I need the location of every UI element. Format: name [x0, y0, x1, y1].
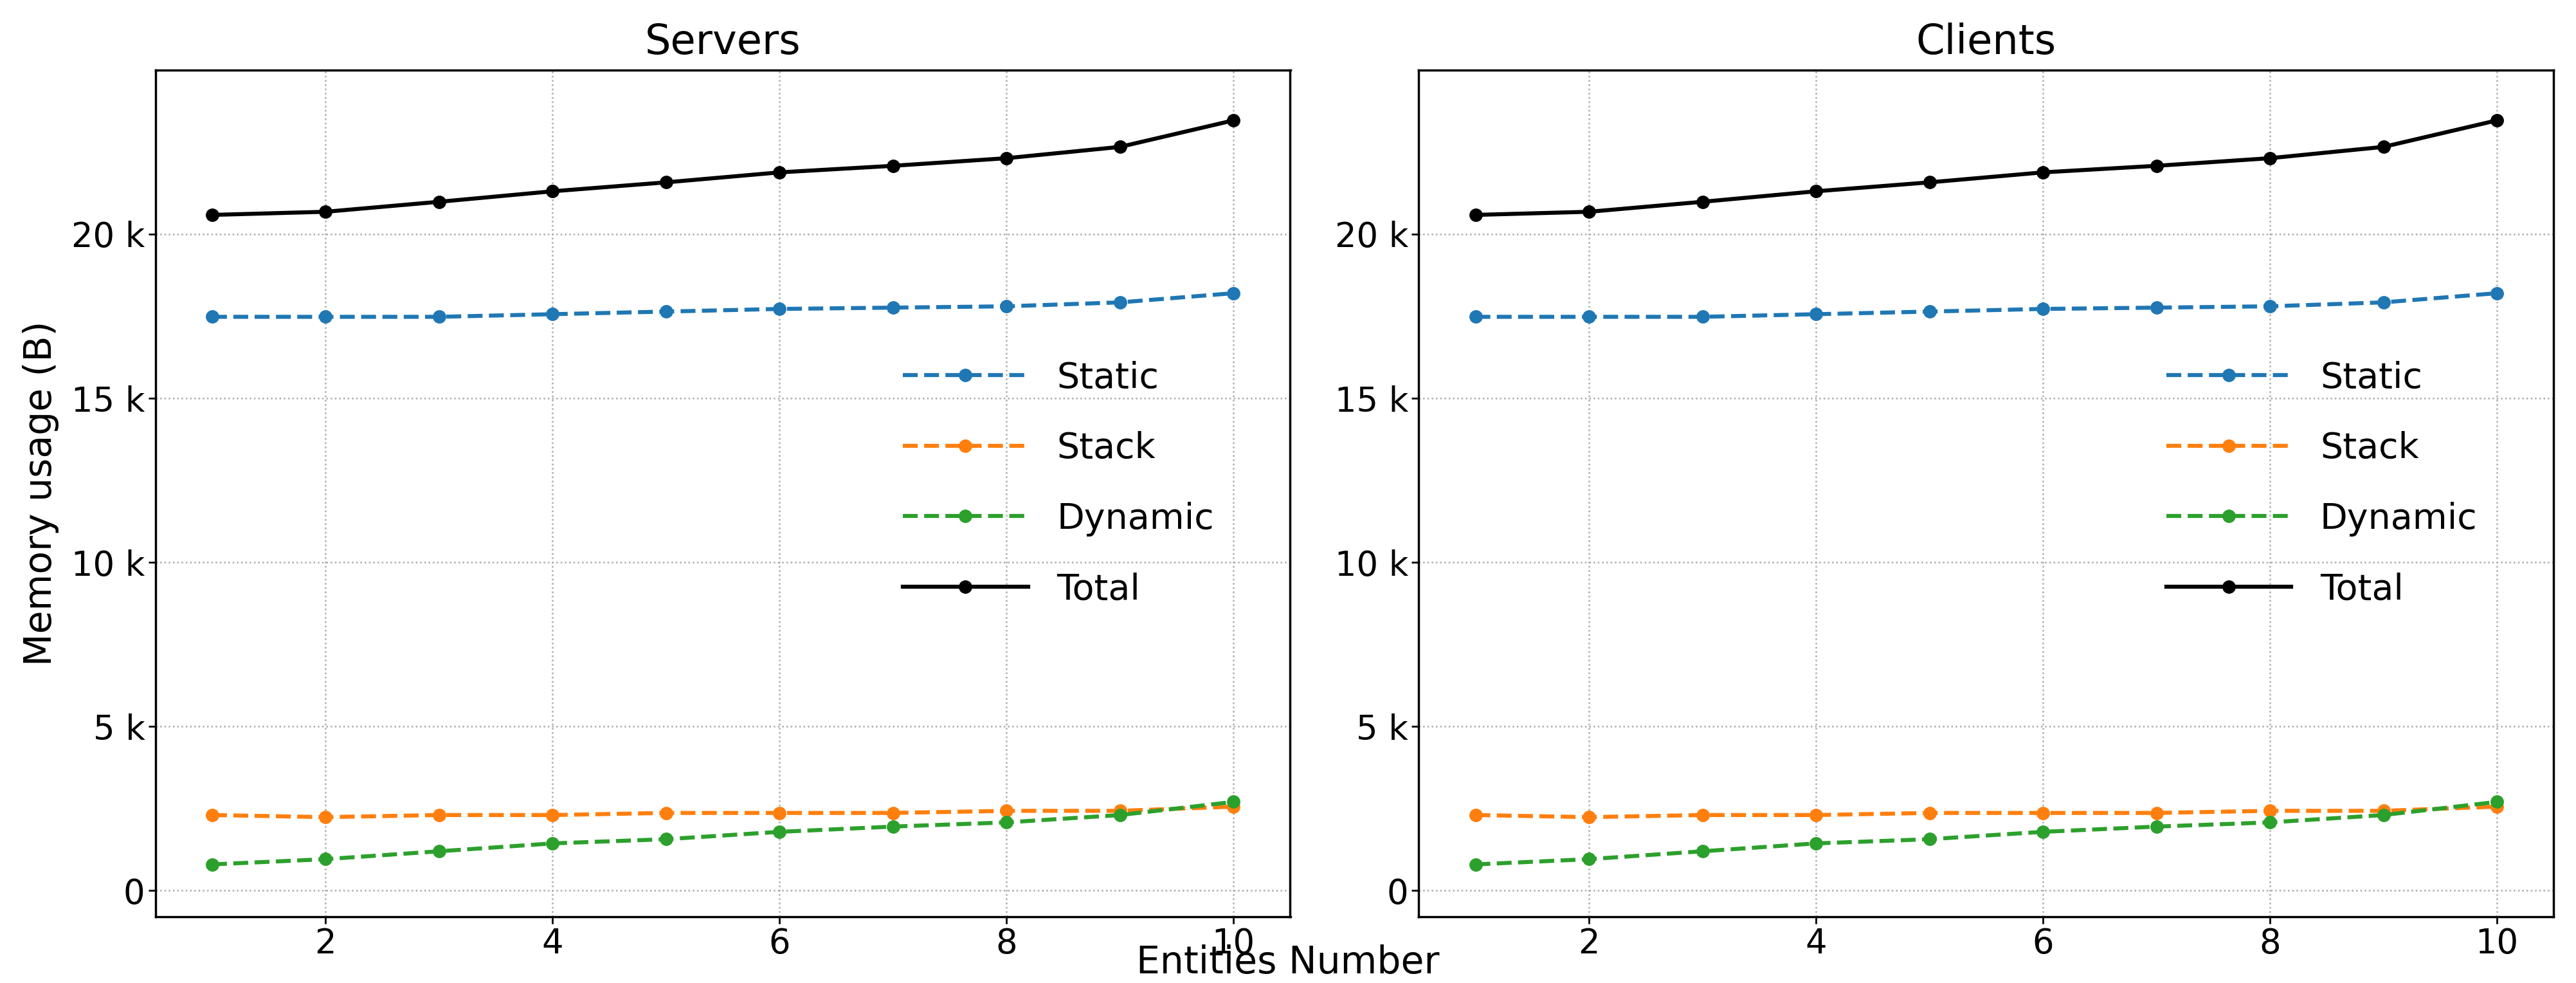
Dynamic: [2254, 817, 2285, 829]
Dynamic: [309, 853, 340, 865]
Dynamic: [422, 845, 453, 857]
Total: [1801, 186, 1832, 198]
Line: Dynamic: Dynamic: [1468, 795, 2504, 871]
Total: [2481, 114, 2512, 126]
Dynamic: [652, 834, 683, 845]
Dynamic: [1687, 845, 1718, 857]
Total: [878, 160, 909, 172]
Dynamic: [1574, 853, 1605, 865]
Stack: [878, 807, 909, 819]
Stack: [2481, 801, 2512, 813]
Stack: [1574, 811, 1605, 823]
Legend: Static, Stack, Dynamic, Total: Static, Stack, Dynamic, Total: [2130, 325, 2514, 643]
Stack: [1801, 809, 1832, 821]
Total: [765, 166, 796, 178]
Stack: [2367, 805, 2398, 817]
Total: [652, 177, 683, 189]
Dynamic: [2141, 821, 2172, 833]
Static: [2254, 301, 2285, 313]
Static: [309, 311, 340, 322]
Line: Total: Total: [1468, 114, 2504, 221]
Dynamic: [2027, 826, 2058, 838]
Dynamic: [878, 821, 909, 833]
Static: [1461, 311, 1492, 322]
Stack: [2027, 807, 2058, 819]
Stack: [1914, 807, 1945, 819]
Total: [196, 209, 227, 221]
Line: Static: Static: [206, 287, 1239, 323]
Total: [2141, 160, 2172, 172]
Stack: [765, 807, 796, 819]
Static: [2367, 297, 2398, 309]
Total: [2254, 152, 2285, 164]
Total: [2027, 166, 2058, 178]
Static: [1105, 297, 1136, 309]
Total: [992, 152, 1023, 164]
Title: Servers: Servers: [644, 23, 801, 62]
Line: Total: Total: [206, 114, 1239, 221]
Dynamic: [536, 838, 567, 849]
Dynamic: [765, 826, 796, 838]
Static: [536, 309, 567, 320]
Stack: [536, 809, 567, 821]
Total: [1914, 177, 1945, 189]
Stack: [1105, 805, 1136, 817]
Static: [765, 303, 796, 315]
Title: Clients: Clients: [1917, 23, 2056, 62]
Total: [422, 196, 453, 207]
Line: Dynamic: Dynamic: [206, 795, 1239, 871]
Stack: [2141, 807, 2172, 819]
Static: [1801, 309, 1832, 320]
Dynamic: [1218, 796, 1249, 808]
Stack: [422, 809, 453, 821]
Total: [1218, 114, 1249, 126]
Static: [652, 306, 683, 318]
Dynamic: [2367, 809, 2398, 821]
Static: [1687, 311, 1718, 322]
Stack: [992, 805, 1023, 817]
Static: [1574, 311, 1605, 322]
Static: [196, 311, 227, 322]
Stack: [2254, 805, 2285, 817]
Legend: Static, Stack, Dynamic, Total: Static, Stack, Dynamic, Total: [868, 325, 1249, 643]
Total: [2367, 141, 2398, 152]
Static: [1218, 287, 1249, 299]
Y-axis label: Memory usage (B): Memory usage (B): [23, 320, 59, 665]
Static: [2027, 303, 2058, 315]
Total: [1461, 209, 1492, 221]
Dynamic: [2481, 796, 2512, 808]
Static: [2141, 302, 2172, 314]
Dynamic: [1914, 834, 1945, 845]
Dynamic: [196, 858, 227, 870]
Total: [309, 205, 340, 217]
Stack: [652, 807, 683, 819]
Dynamic: [992, 817, 1023, 829]
Line: Stack: Stack: [1468, 800, 2504, 824]
Text: Entities Number: Entities Number: [1136, 945, 1440, 981]
Stack: [1218, 801, 1249, 813]
Static: [2481, 287, 2512, 299]
Dynamic: [1801, 838, 1832, 849]
Stack: [196, 809, 227, 821]
Dynamic: [1105, 809, 1136, 821]
Stack: [309, 811, 340, 823]
Dynamic: [1461, 858, 1492, 870]
Total: [1105, 141, 1136, 152]
Static: [992, 301, 1023, 313]
Static: [422, 311, 453, 322]
Total: [536, 186, 567, 198]
Total: [1574, 205, 1605, 217]
Static: [1914, 306, 1945, 318]
Total: [1687, 196, 1718, 207]
Stack: [1461, 809, 1492, 821]
Line: Static: Static: [1468, 287, 2504, 323]
Static: [878, 302, 909, 314]
Stack: [1687, 809, 1718, 821]
Line: Stack: Stack: [206, 800, 1239, 824]
